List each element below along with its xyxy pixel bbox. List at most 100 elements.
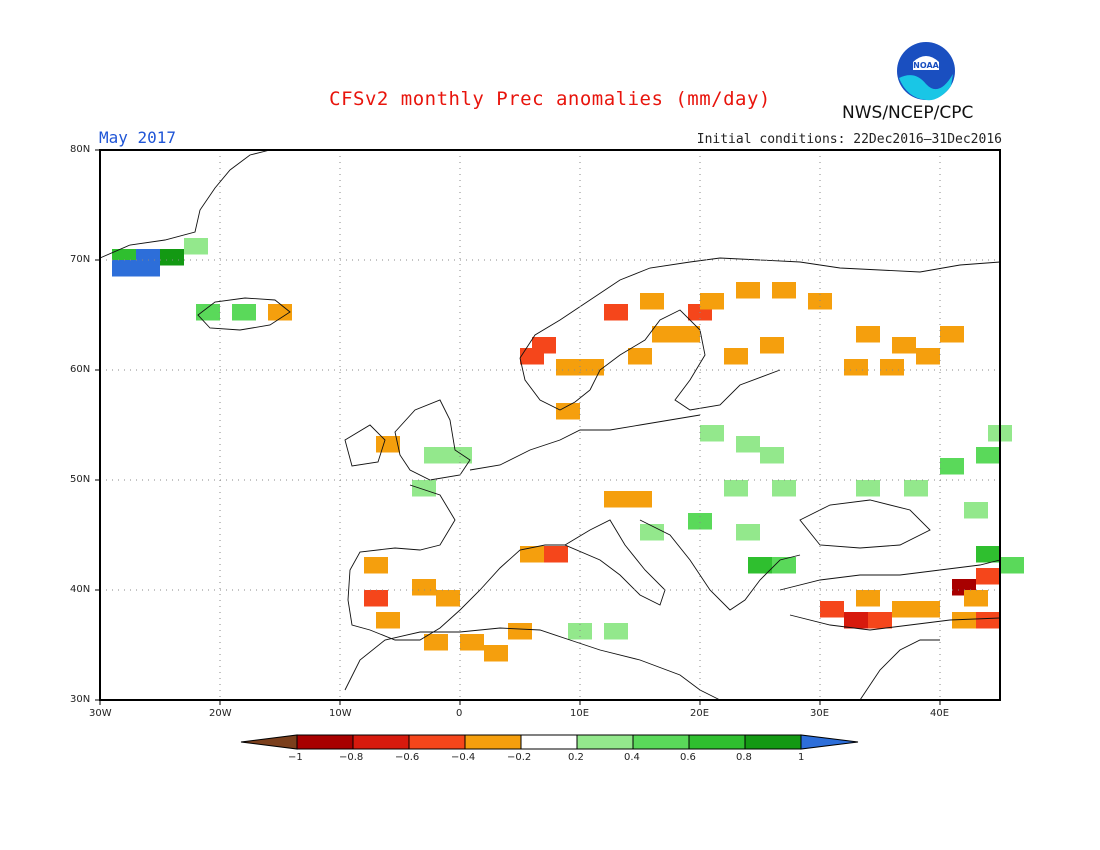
anomaly-cell	[688, 513, 712, 530]
anomaly-cell	[856, 480, 880, 497]
anomaly-cell	[460, 634, 484, 651]
anomaly-cell	[808, 293, 832, 310]
anomaly-cell	[628, 348, 652, 365]
anomaly-cell	[508, 623, 532, 640]
anomaly-cell	[556, 403, 580, 420]
colorbar-bin	[520, 734, 578, 750]
france-iberia-coast	[347, 484, 565, 641]
lat-label: 70N	[70, 254, 91, 265]
continent-west-coast	[469, 414, 701, 471]
anomaly-cell	[556, 359, 580, 376]
anomaly-cell	[856, 590, 880, 607]
colorbar-bin	[632, 734, 690, 750]
scandinavia-coast	[519, 257, 1001, 359]
lon-label: 10W	[329, 708, 352, 719]
anomaly-cell	[976, 568, 1000, 585]
greenland-coast	[99, 149, 271, 259]
anomaly-cell	[748, 557, 772, 574]
coastlines	[99, 149, 1001, 701]
anomaly-cell	[364, 557, 388, 574]
anomaly-cell	[940, 326, 964, 343]
anomaly-cell	[364, 590, 388, 607]
map-frame	[99, 149, 1001, 701]
anomaly-cell	[844, 359, 868, 376]
colorbar	[240, 734, 859, 750]
lon-label: 30W	[89, 708, 112, 719]
balkans-greece	[639, 519, 801, 611]
colorbar-tick-label: 0.2	[568, 752, 584, 763]
anomaly-cell	[532, 337, 556, 354]
anomaly-cell	[760, 337, 784, 354]
anomaly-cell	[964, 590, 988, 607]
anomaly-cell	[628, 491, 652, 508]
colorbar-tick-label: 0.8	[736, 752, 752, 763]
lat-label: 50N	[70, 474, 91, 485]
colorbar-bin	[464, 734, 522, 750]
initial-conditions: Initial conditions: 22Dec2016–31Dec2016	[696, 132, 1002, 147]
colorbar-bin	[408, 734, 466, 750]
anomaly-cell	[736, 282, 760, 299]
graticule	[100, 150, 1000, 700]
colorbar-tick-label: −0.2	[507, 752, 532, 763]
anomaly-cell	[820, 601, 844, 618]
agency-label: NWS/NCEP/CPC	[842, 103, 974, 123]
anomaly-cell	[772, 557, 796, 574]
anomaly-cell	[736, 436, 760, 453]
anomaly-cells	[112, 238, 1024, 662]
lat-label: 60N	[70, 364, 91, 375]
anomaly-cell	[700, 425, 724, 442]
colorbar-low-arrow	[240, 734, 298, 750]
anomaly-cell	[604, 491, 628, 508]
anomaly-cell	[640, 524, 664, 541]
anomaly-cell	[520, 546, 544, 563]
anomaly-cell	[424, 634, 448, 651]
anomaly-cell	[232, 304, 256, 321]
anomaly-cell	[904, 480, 928, 497]
lat-label: 40N	[70, 584, 91, 595]
anomaly-cell	[760, 447, 784, 464]
lon-label: 10E	[570, 708, 590, 719]
anomaly-cell	[844, 612, 868, 629]
anomaly-cell	[448, 447, 472, 464]
lon-label: 0	[456, 708, 463, 719]
anomaly-cell	[160, 249, 184, 266]
anomaly-cell	[940, 458, 964, 475]
anomaly-cell	[112, 260, 136, 277]
noaa-logo-text: NOAA	[913, 61, 939, 70]
lon-label: 40E	[930, 708, 950, 719]
anomaly-cell	[880, 359, 904, 376]
tick-marks	[95, 149, 941, 705]
anomaly-cell	[412, 480, 436, 497]
middle-east-coast	[859, 639, 940, 701]
anomaly-cell	[652, 326, 676, 343]
anomaly-cell	[412, 579, 436, 596]
baltic-coast	[589, 309, 781, 411]
colorbar-bin	[744, 734, 802, 750]
colorbar-bin	[352, 734, 410, 750]
month-label: May 2017	[99, 128, 177, 147]
anomaly-cell	[700, 293, 724, 310]
anomaly-cell	[376, 612, 400, 629]
colorbar-bin	[688, 734, 746, 750]
lon-label: 20W	[209, 708, 232, 719]
noaa-logo: NOAA	[897, 42, 955, 101]
anomaly-cell	[976, 612, 1000, 629]
lon-label: 20E	[690, 708, 710, 719]
colorbar-tick-label: 0.4	[624, 752, 640, 763]
anomaly-cell	[916, 601, 940, 618]
black-sea	[799, 499, 931, 549]
anomaly-cell	[484, 645, 508, 662]
turkey-coast	[779, 559, 1001, 631]
anomaly-cell	[724, 480, 748, 497]
colorbar-tick-label: 1	[798, 752, 805, 763]
anomaly-cell	[436, 590, 460, 607]
anomaly-cell	[1000, 557, 1024, 574]
colorbar-tick-label: −0.6	[395, 752, 420, 763]
anomaly-cell	[136, 260, 160, 277]
anomaly-cell	[916, 348, 940, 365]
anomaly-cell	[544, 546, 568, 563]
anomaly-cell	[580, 359, 604, 376]
anomaly-cell	[868, 612, 892, 629]
anomaly-cell	[964, 502, 988, 519]
